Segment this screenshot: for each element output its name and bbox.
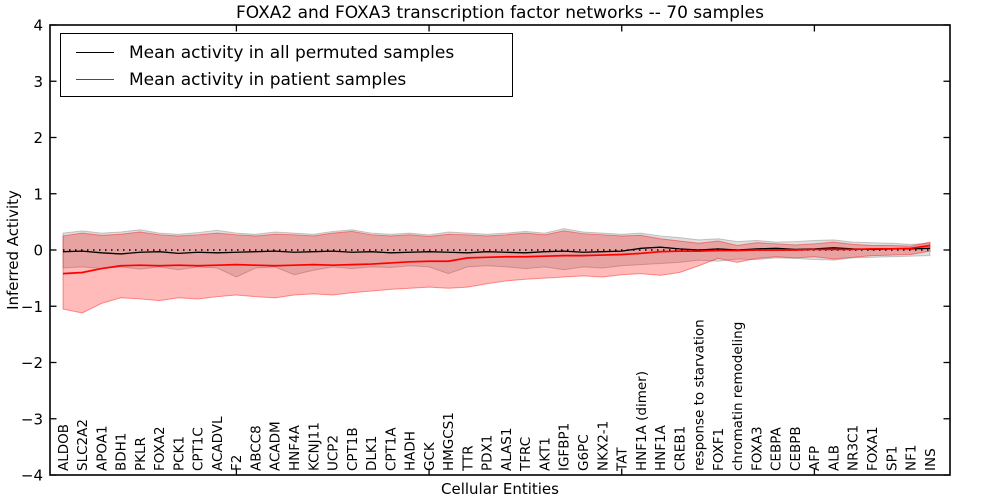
legend-line-sample-black (76, 52, 114, 53)
category-label: CPT1C (191, 427, 207, 471)
y-tick-label: 0 (33, 242, 43, 260)
category-label: HNF1A (dimer) (634, 371, 650, 471)
category-label: NKX2-1 (595, 421, 611, 471)
category-label: AFP (807, 446, 823, 471)
category-label: chromatin remodeling (730, 322, 746, 471)
category-label: CEBPA (769, 427, 785, 471)
category-label: PDX1 (480, 435, 496, 471)
category-label: ACADM (268, 421, 284, 471)
category-label: HNF4A (287, 424, 303, 471)
category-label: F2 (229, 455, 245, 471)
category-label: SLC2A2 (75, 419, 91, 471)
category-label: GCK (422, 441, 438, 471)
y-tick-label: −2 (21, 354, 43, 372)
x-axis-label: Cellular Entities (441, 480, 559, 498)
category-label: AKT1 (537, 437, 553, 471)
category-label: HMGCS1 (441, 412, 457, 471)
legend-item: Mean activity in all permuted samples (61, 39, 512, 66)
category-label: DLK1 (364, 436, 380, 471)
patient-mean-line (62, 244, 931, 275)
legend-item-label: Mean activity in patient samples (129, 69, 407, 90)
category-label: HNF1A (653, 424, 669, 471)
category-label: ALB (826, 445, 842, 471)
category-label: G6PC (576, 434, 592, 471)
legend-item: Mean activity in patient samples (61, 66, 512, 93)
category-label: NR3C1 (846, 425, 862, 471)
category-label: PCK1 (171, 436, 187, 471)
legend-item-label: Mean activity in all permuted samples (129, 42, 455, 63)
category-label: response to starvation (692, 319, 708, 471)
category-label: TTR (460, 445, 476, 472)
category-label: CREB1 (672, 426, 688, 471)
y-tick-label: −3 (21, 410, 43, 428)
category-label: CEBPB (788, 426, 804, 471)
category-label: APOA1 (94, 425, 110, 471)
chart-legend: Mean activity in all permuted samples Me… (60, 33, 513, 97)
category-label: KCNJ11 (306, 422, 322, 471)
permuted-mean-line (62, 246, 931, 255)
y-tick-label: 1 (33, 185, 43, 203)
y-axis-label: Inferred Activity (4, 190, 22, 310)
category-label: TFRC (518, 437, 534, 472)
category-label: ALDOB (56, 424, 72, 471)
y-tick-label: −4 (21, 467, 43, 485)
legend-line-sample-red (76, 79, 114, 80)
category-label: CPT1A (383, 427, 399, 471)
category-label: SP1 (884, 446, 900, 471)
category-label: ACADVL (210, 416, 226, 471)
category-label: IGFBP1 (557, 423, 573, 471)
category-label: FOXF1 (711, 428, 727, 471)
category-label: UCP2 (326, 435, 342, 471)
chart-title: FOXA2 and FOXA3 transcription factor net… (236, 3, 764, 23)
category-label: PKLR (133, 437, 149, 471)
category-label: INS (923, 448, 939, 471)
category-label: CPT1B (345, 427, 361, 471)
y-tick-label: 3 (33, 73, 43, 91)
y-tick-label: −1 (21, 298, 43, 316)
category-label: FOXA1 (865, 426, 881, 471)
category-label: TAT (615, 447, 631, 472)
category-label: ALAS1 (499, 428, 515, 471)
y-tick-label: 4 (33, 17, 43, 35)
category-label: ABCC8 (248, 425, 264, 471)
category-label: FOXA2 (152, 426, 168, 471)
category-label: HADH (403, 431, 419, 471)
category-label: FOXA3 (749, 426, 765, 471)
category-label: BDH1 (114, 433, 130, 471)
y-tick-label: 2 (33, 129, 43, 147)
category-label: NF1 (904, 445, 920, 471)
